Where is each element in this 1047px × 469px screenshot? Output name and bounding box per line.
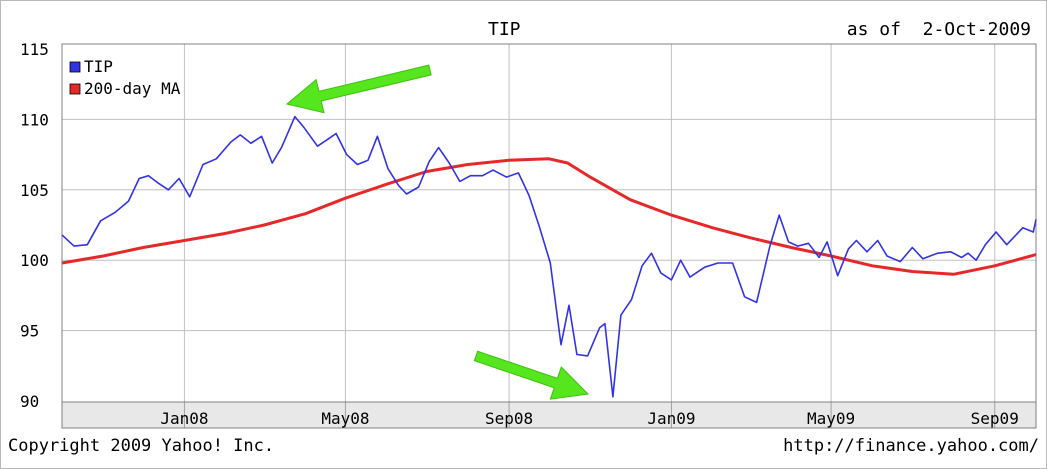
y-tick-label: 110 — [20, 110, 49, 129]
y-tick-label: 95 — [20, 322, 39, 341]
arrow-to-low — [473, 350, 590, 400]
arrow-to-peak — [285, 64, 432, 114]
tip-series-line — [61, 115, 1037, 398]
x-tick-label: May09 — [807, 409, 855, 428]
chart-title: TIP — [488, 19, 521, 40]
plot-area — [62, 44, 1036, 402]
y-tick-label: 105 — [20, 181, 49, 200]
x-axis-band — [62, 402, 1036, 428]
x-tick-label: Jan08 — [160, 409, 208, 428]
legend-label-tip: TIP — [84, 57, 113, 76]
legend-swatch-ma — [69, 83, 81, 95]
legend-swatch-tip — [69, 61, 81, 73]
x-tick-label: Jan09 — [647, 409, 695, 428]
x-tick-label: Sep08 — [485, 409, 533, 428]
y-tick-label: 90 — [20, 392, 39, 411]
source-url[interactable]: http://finance.yahoo.com/ — [783, 436, 1039, 456]
as-of-prefix: as of — [846, 19, 901, 40]
ma-series-line — [61, 157, 1037, 276]
x-tick-label: May08 — [321, 409, 369, 428]
y-tick-label: 100 — [20, 251, 49, 270]
copyright-text: Copyright 2009 Yahoo! Inc. — [8, 436, 275, 456]
y-tick-label: 115 — [20, 40, 49, 59]
as-of-label: as of 2-Oct-2009 — [847, 19, 1031, 40]
plot-border — [61, 43, 1037, 429]
x-tick-label: Sep09 — [971, 409, 1019, 428]
as-of-date: 2-Oct-2009 — [922, 19, 1031, 40]
legend-label-ma: 200-day MA — [84, 79, 181, 98]
